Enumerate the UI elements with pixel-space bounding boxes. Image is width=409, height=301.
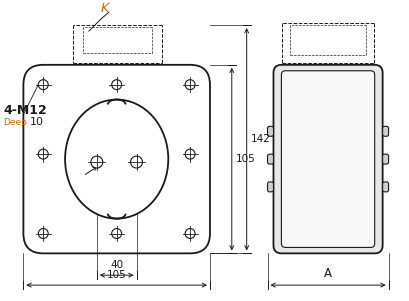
Text: A: A [323,267,331,280]
Circle shape [111,80,121,90]
Ellipse shape [65,100,168,219]
FancyBboxPatch shape [273,65,382,253]
Text: 40: 40 [110,260,123,270]
Circle shape [185,149,195,159]
FancyBboxPatch shape [382,126,388,136]
Circle shape [130,156,142,168]
FancyBboxPatch shape [267,182,273,192]
Text: 105: 105 [235,154,255,164]
FancyBboxPatch shape [382,182,388,192]
Text: 105: 105 [107,270,126,280]
FancyBboxPatch shape [382,154,388,164]
Text: 4-M12: 4-M12 [4,104,47,117]
Text: K: K [101,2,109,15]
Text: 142: 142 [250,134,270,144]
Circle shape [185,80,195,90]
Circle shape [111,228,121,238]
Circle shape [185,228,195,238]
Circle shape [38,228,48,238]
FancyBboxPatch shape [23,65,209,253]
Text: 10: 10 [29,117,43,127]
Circle shape [91,156,103,168]
FancyBboxPatch shape [281,71,374,247]
FancyBboxPatch shape [267,154,273,164]
Circle shape [38,80,48,90]
Text: Deep: Deep [4,118,27,127]
Circle shape [38,149,48,159]
FancyBboxPatch shape [267,126,273,136]
